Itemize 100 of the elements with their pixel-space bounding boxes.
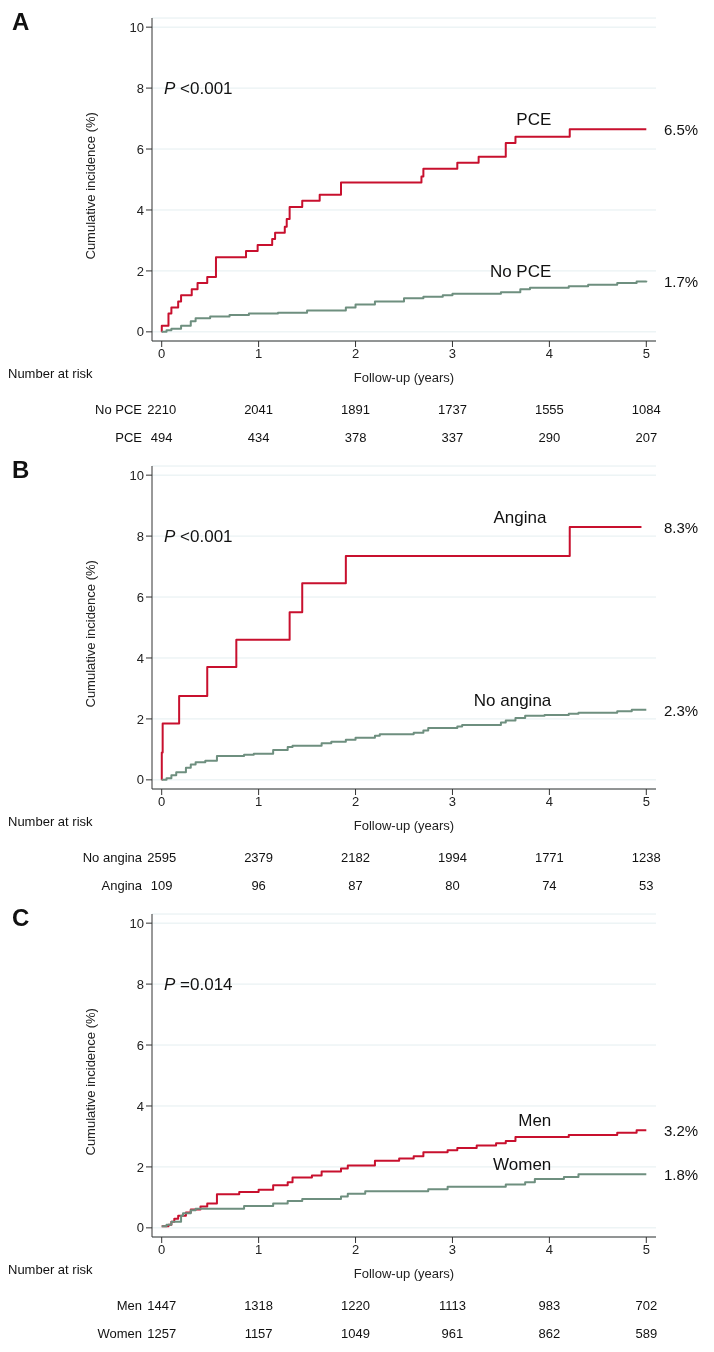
- text: 2210: [147, 402, 177, 417]
- series-label: Angina: [493, 507, 547, 527]
- x-tick-label: 2: [351, 346, 360, 362]
- text: 2182: [340, 850, 371, 865]
- y-tick-label: 0: [136, 324, 144, 340]
- annotation: P <0.001: [164, 527, 233, 547]
- y-axis-title: Cumulative incidence (%): [82, 112, 98, 260]
- y-tick-label: 6: [136, 1037, 144, 1053]
- x-axis-title: Follow-up (years): [353, 1266, 455, 1281]
- x-tick-label: 0: [158, 794, 166, 810]
- x-tick-label: 0: [158, 1242, 166, 1258]
- text: 53: [638, 878, 655, 893]
- text: 1891: [340, 402, 371, 417]
- text: 702: [634, 1298, 659, 1313]
- text: 207: [634, 430, 659, 445]
- series-label: PCE: [516, 110, 552, 130]
- text: Angina: [101, 878, 142, 893]
- text: 1.7%: [664, 272, 699, 290]
- y-tick-label: 10: [129, 915, 144, 931]
- text: 3.2%: [664, 1122, 699, 1140]
- x-tick-label: 4: [545, 794, 553, 810]
- text: 8.3%: [664, 518, 699, 536]
- text: 1994: [437, 850, 468, 865]
- text: Number at risk: [8, 1262, 93, 1277]
- x-tick-label: 4: [545, 1242, 553, 1258]
- x-tick-label: 1: [255, 794, 263, 810]
- text: No angina: [82, 850, 142, 865]
- y-tick-label: 2: [136, 263, 144, 279]
- text: 1318: [243, 1298, 275, 1313]
- text: PCE: [115, 430, 142, 445]
- series-label: Men: [518, 1111, 552, 1131]
- text: 862: [537, 1326, 562, 1341]
- x-tick-label: 0: [158, 346, 166, 362]
- text: 589: [634, 1326, 659, 1341]
- x-tick-label: 5: [642, 346, 650, 362]
- text: 1771: [533, 850, 565, 865]
- chart-title: B: [12, 456, 30, 484]
- y-tick-label: 2: [136, 1159, 144, 1175]
- text: 1113: [437, 1298, 467, 1313]
- x-tick-label: 1: [255, 1242, 263, 1258]
- y-tick-label: 10: [129, 19, 144, 35]
- x-tick-label: 3: [448, 1242, 457, 1258]
- series-label: No angina: [473, 690, 552, 710]
- chart-title: A: [12, 8, 30, 36]
- y-tick-label: 0: [136, 1220, 144, 1236]
- text: 290: [537, 430, 562, 445]
- text: Women: [97, 1326, 142, 1341]
- y-tick-label: 6: [136, 141, 144, 157]
- text: 983: [537, 1298, 562, 1313]
- y-tick-label: 0: [136, 772, 144, 788]
- x-tick-label: 3: [448, 794, 457, 810]
- x-tick-label: 2: [351, 1242, 360, 1258]
- text: 1.8%: [664, 1166, 699, 1184]
- text: 87: [347, 878, 364, 893]
- text: 96: [250, 878, 267, 893]
- series-label: Women: [493, 1155, 552, 1175]
- y-tick-label: 4: [136, 650, 144, 666]
- text: 109: [150, 878, 173, 893]
- text: 1049: [340, 1326, 371, 1341]
- text: 80: [444, 878, 461, 893]
- y-tick-label: 2: [136, 711, 144, 727]
- annotation: P =0.014: [164, 975, 233, 995]
- text: No PCE: [95, 402, 142, 417]
- y-tick-label: 8: [136, 528, 144, 544]
- text: 1220: [340, 1298, 371, 1313]
- text: 494: [150, 430, 173, 445]
- annotation: P <0.001: [164, 79, 233, 99]
- text: 1157: [243, 1326, 274, 1341]
- chart-title: C: [12, 904, 30, 932]
- y-tick-label: 4: [136, 202, 144, 218]
- text: 1447: [147, 1298, 177, 1313]
- y-tick-label: 8: [136, 80, 144, 96]
- x-tick-label: 5: [642, 794, 650, 810]
- text: 2595: [147, 850, 177, 865]
- text: Number at risk: [8, 814, 93, 829]
- y-axis-title: Cumulative incidence (%): [82, 1008, 98, 1156]
- series-label: No PCE: [489, 261, 552, 281]
- y-axis-title: Cumulative incidence (%): [82, 560, 98, 708]
- text: 1737: [437, 402, 468, 417]
- x-tick-label: 3: [448, 346, 457, 362]
- x-tick-label: 1: [255, 346, 263, 362]
- text: 6.5%: [664, 121, 699, 139]
- x-axis-title: Follow-up (years): [353, 370, 455, 385]
- text: 1084: [630, 402, 662, 417]
- text: 2041: [243, 402, 275, 417]
- y-tick-label: 8: [136, 976, 144, 992]
- text: 378: [343, 430, 368, 445]
- text: 1238: [630, 850, 662, 865]
- text: Number at risk: [8, 366, 93, 381]
- x-tick-label: 5: [642, 1242, 650, 1258]
- text: 1555: [533, 402, 565, 417]
- text: 337: [440, 430, 465, 445]
- y-tick-label: 4: [136, 1098, 144, 1114]
- text: 74: [541, 878, 558, 893]
- text: 2379: [243, 850, 275, 865]
- text: 2.3%: [664, 701, 699, 719]
- text: Men: [116, 1298, 142, 1313]
- text: 961: [440, 1326, 465, 1341]
- text: 1257: [147, 1326, 177, 1341]
- x-axis-title: Follow-up (years): [353, 818, 455, 833]
